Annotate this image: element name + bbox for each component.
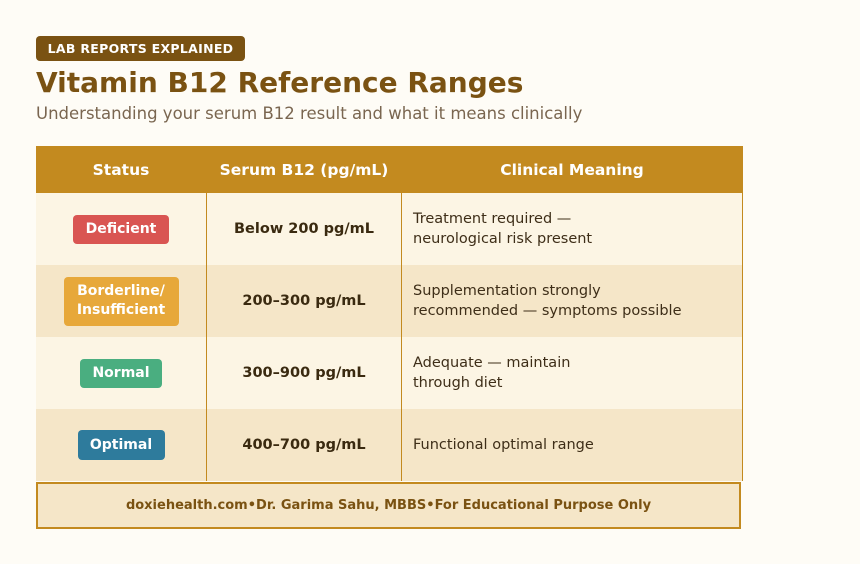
meaning-line: Supplementation strongly	[413, 283, 601, 299]
table-row-normal: Normal 300–900 pg/mL Adequate — maintain…	[36, 337, 742, 409]
reference-ranges-table: Status Serum B12 (pg/mL) Clinical Meanin…	[36, 146, 743, 481]
status-cell: Deficient	[36, 193, 206, 265]
status-cell: Normal	[36, 337, 206, 409]
page-title: Vitamin B12 Reference Ranges	[36, 66, 524, 99]
badge-line: Borderline/	[77, 283, 165, 299]
range-cell: 400–700 pg/mL	[206, 409, 401, 481]
range-cell: Below 200 pg/mL	[206, 193, 401, 265]
meaning-line: Treatment required —	[413, 211, 572, 227]
table-row-deficient: Deficient Below 200 pg/mL Treatment requ…	[36, 193, 742, 265]
meaning-cell: Adequate — maintain through diet	[401, 337, 742, 409]
range-cell: 300–900 pg/mL	[206, 337, 401, 409]
status-cell: Borderline/ Insufficient	[36, 265, 206, 337]
meaning-line: recommended — symptoms possible	[413, 303, 682, 319]
meaning-line: Functional optimal range	[413, 437, 594, 453]
footer-site: doxiehealth.com	[125, 498, 248, 513]
column-header-status: Status	[92, 160, 150, 179]
table-header: Status Serum B12 (pg/mL) Clinical Meanin…	[36, 146, 742, 193]
footer-author: Dr. Garima Sahu, MBBS	[256, 498, 427, 513]
meaning-line: Adequate — maintain	[413, 355, 571, 371]
meaning-line: neurological risk present	[413, 231, 593, 247]
status-badge-borderline: Borderline/ Insufficient	[63, 276, 179, 326]
footer-credits: doxiehealth.com • Dr. Garima Sahu, MBBS …	[36, 482, 741, 529]
status-badge-deficient: Deficient	[73, 214, 169, 244]
footer-separator: •	[426, 498, 435, 513]
meaning-line: through diet	[413, 375, 503, 391]
meaning-cell: Treatment required — neurological risk p…	[401, 193, 742, 265]
status-badge-normal: Normal	[80, 358, 162, 388]
page-subtitle: Understanding your serum B12 result and …	[36, 104, 583, 123]
category-tag: LAB REPORTS EXPLAINED	[36, 36, 245, 61]
table-row-optimal: Optimal 400–700 pg/mL Functional optimal…	[36, 409, 742, 481]
status-badge-optimal: Optimal	[77, 430, 165, 460]
column-header-clinical-meaning: Clinical Meaning	[500, 160, 644, 179]
range-cell: 200–300 pg/mL	[206, 265, 401, 337]
badge-line: Insufficient	[76, 302, 166, 318]
table-row-borderline: Borderline/ Insufficient 200–300 pg/mL S…	[36, 265, 742, 337]
column-header-serum-b12: Serum B12 (pg/mL)	[219, 160, 389, 179]
meaning-cell: Functional optimal range	[401, 409, 742, 481]
meaning-cell: Supplementation strongly recommended — s…	[401, 265, 742, 337]
footer-separator: •	[247, 498, 257, 513]
status-cell: Optimal	[36, 409, 206, 481]
footer-disclaimer: For Educational Purpose Only	[434, 498, 652, 513]
